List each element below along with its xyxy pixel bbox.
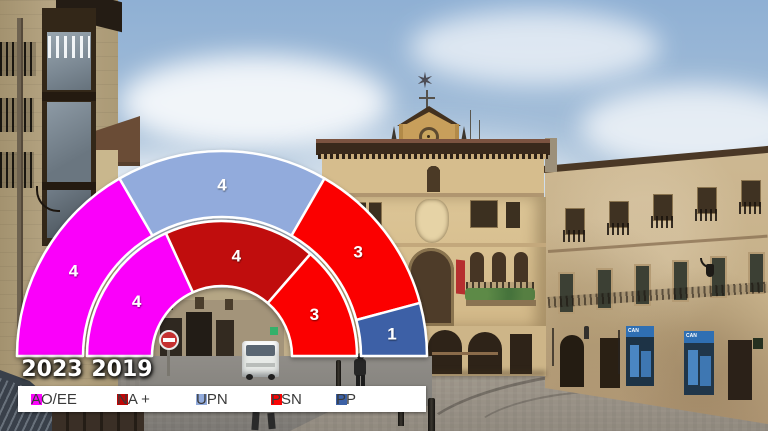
neighbor-wall [96,150,118,310]
van-wheel [246,374,253,380]
bank-sign: CAN [626,326,654,337]
cloud [120,55,390,150]
pedestrian-leg [361,375,365,387]
sign-pole [167,350,170,376]
right-building-door [728,340,752,400]
storefront-poster [630,345,639,377]
year-label-2019: 2019 [91,357,153,382]
legend-color-swatch [336,393,347,405]
storefront-poster [688,350,698,385]
right-building-window [653,194,673,221]
mirador-frame-bar [42,92,96,101]
pedestrian-legs [251,411,282,431]
arcade-pole [552,328,554,366]
right-building-window [565,208,585,235]
bollard [336,360,341,389]
tower-weathervane-pole [426,90,428,112]
storefront-poster [700,356,711,386]
balcony-railing [563,230,587,242]
legend-color-swatch [31,393,42,405]
balcony-railing [695,209,719,221]
van-windshield [246,345,275,356]
balcony-base [466,300,536,306]
legend-label: AO/EE [31,390,77,408]
street-window [225,299,233,310]
balcony-railing [651,216,675,228]
no-entry-bar [163,338,175,342]
right-building-doorway [600,338,620,388]
distant-pedestrian [584,326,589,339]
wall-plaque [753,338,763,349]
town-hall-small-arch [514,252,528,282]
right-building-window [609,201,629,228]
right-building-arch-doorway [560,335,584,387]
balcony-greenery [465,288,535,301]
town-hall-ledge [320,243,546,247]
clock-center [427,135,430,138]
right-building-window [741,180,761,207]
right-building-shuttered-window [558,272,575,314]
pedestrian [354,359,366,376]
tower-weathervane [419,97,435,99]
year-label-2023: 2023 [21,357,83,382]
street-building-corner [284,298,318,358]
legend-color-swatch [271,393,282,405]
arcade-pole [618,330,620,374]
balcony-railing [607,223,631,235]
legend-label: PP [336,390,357,408]
pedestrian-leg [356,375,360,388]
storefront-poster [641,351,651,377]
town-hall-roof-dentils [318,154,548,159]
wooden-rail [432,352,498,355]
mirador-white-slats [48,36,90,58]
town-hall-small-arch [470,252,484,282]
stacked-barrels [52,412,144,431]
building-base-shadow [320,370,546,377]
chart-legend: AO/EE NA + UPN PSN PP [18,386,426,412]
right-building-window [697,187,717,214]
legend-color-swatch [117,393,128,405]
drainpipe [17,18,23,348]
mirador-glass [47,102,91,182]
antenna [470,110,471,154]
legend-label: UPN [196,390,228,408]
town-hall-roof-eave [316,143,550,155]
street-doorway [216,320,234,356]
town-hall-window [334,206,344,226]
coat-of-arms [415,199,449,243]
town-hall-arched-gallery [322,159,544,193]
legend-label: NA + [117,390,150,408]
pharmacy-cross-icon [270,327,278,335]
balcony-railing [466,282,534,289]
antenna [479,120,480,156]
cloud [410,10,660,85]
street-doorway [186,312,212,356]
town-hall-roof-tiles [316,139,550,144]
balcony-railing [739,202,763,214]
street-window [195,297,204,309]
roof-finial [391,126,397,142]
tower-star-ornament-icon: ✶ [415,68,435,93]
legend-label: PSN [271,390,302,408]
van-grill [246,363,275,367]
street-window [165,299,173,310]
bollard [428,398,435,431]
legend-color-swatch [196,393,207,405]
town-hall-window [470,200,498,228]
street-lamp-icon [706,264,714,277]
gallery-arch [426,166,440,192]
town-hall-small-arch [492,252,506,282]
bank-sign: CAN [684,331,714,343]
roof-finial [461,126,467,142]
town-hall-window [506,202,520,228]
van-wheel [268,374,275,380]
town-hall-cornice [322,193,544,197]
town-hall-arch-window [408,248,454,326]
town-hall-ground-door [510,334,532,374]
window-mullion [366,202,369,228]
red-flag [456,259,465,295]
